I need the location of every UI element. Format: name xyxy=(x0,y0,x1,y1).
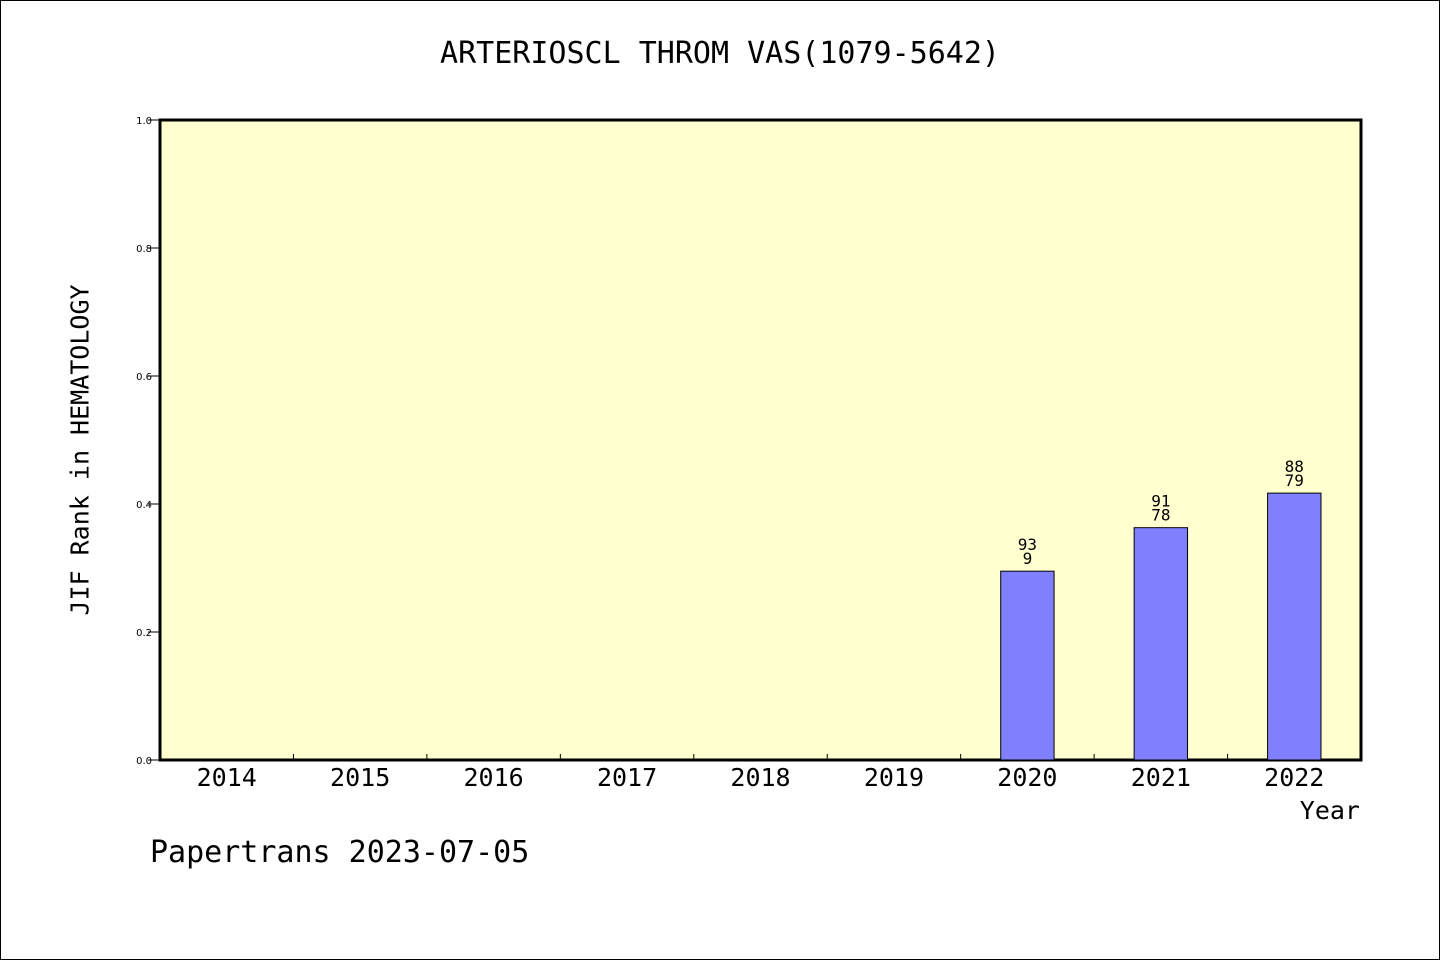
footer-credit: Papertrans 2023-07-05 xyxy=(150,835,530,870)
x-axis-label: Year xyxy=(1299,796,1360,825)
bar xyxy=(1133,527,1189,761)
x-tick-label: 2019 xyxy=(864,763,924,792)
x-tick-label: 2015 xyxy=(330,763,390,792)
bar-label-bottom: 79 xyxy=(1285,471,1304,490)
bar xyxy=(1267,492,1322,761)
x-axis-ticks xyxy=(292,754,1229,760)
chart-title: ARTERIOSCL THROM VAS(1079-5642) xyxy=(440,36,1000,71)
x-tick-label: 2022 xyxy=(1264,763,1324,792)
y-tick-label: 1.0 xyxy=(136,116,152,127)
bar-label-top: 91 xyxy=(1151,492,1170,511)
y-tick-label: 0.4 xyxy=(136,500,152,511)
y-tick-label: 0.0 xyxy=(136,756,152,767)
y-tick-label: 0.6 xyxy=(136,372,152,383)
bar-label-bottom: 9 xyxy=(1023,549,1033,568)
x-axis-categories: 2014 2015 2016 2017 2018 2019 2020 2021 2022 xyxy=(197,763,1325,792)
x-tick-label: 2021 xyxy=(1131,763,1191,792)
x-tick-label: 2020 xyxy=(997,763,1057,792)
y-tick-label: 0.2 xyxy=(136,628,152,639)
bar-label-top: 93 xyxy=(1018,535,1037,554)
y-axis-label: JIF Rank in HEMATOLOGY xyxy=(65,284,95,616)
x-tick-label: 2016 xyxy=(464,763,524,792)
x-tick-label: 2018 xyxy=(730,763,790,792)
x-tick-label: 2014 xyxy=(197,763,257,792)
bars xyxy=(1000,492,1322,761)
y-tick-label: 0.8 xyxy=(136,244,152,255)
x-tick-label: 2017 xyxy=(597,763,657,792)
y-axis-ticks: 0.0 0.2 0.4 0.6 0.8 1.0 xyxy=(136,116,160,767)
bar-label-top: 88 xyxy=(1285,457,1304,476)
bar-label-bottom: 78 xyxy=(1151,506,1170,525)
bar xyxy=(1000,570,1055,761)
